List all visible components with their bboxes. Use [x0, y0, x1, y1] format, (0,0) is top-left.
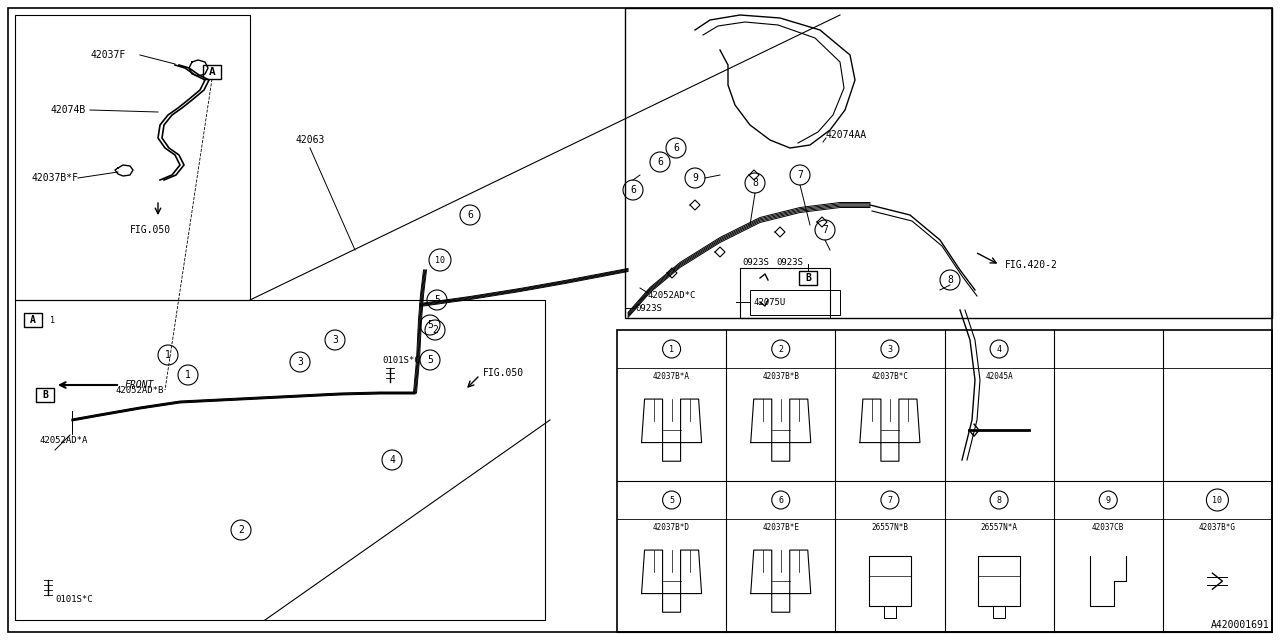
Text: 9: 9: [1106, 495, 1111, 504]
Text: 2: 2: [433, 325, 438, 335]
Text: 42037B*E: 42037B*E: [763, 523, 799, 532]
Text: 2: 2: [238, 525, 244, 535]
Text: 42074B: 42074B: [50, 105, 86, 115]
Text: 42037B*C: 42037B*C: [872, 372, 909, 381]
Text: 42037F: 42037F: [91, 50, 125, 60]
Text: 0923S: 0923S: [742, 257, 769, 266]
Text: 8: 8: [997, 495, 1001, 504]
Bar: [204, 65, 221, 79]
Text: 4: 4: [389, 455, 396, 465]
Text: FIG.420-2: FIG.420-2: [1005, 260, 1057, 270]
Text: 7: 7: [822, 225, 828, 235]
Text: 8: 8: [753, 178, 758, 188]
Bar: [625, 8, 1272, 318]
Text: 5: 5: [669, 495, 675, 504]
Bar: [740, 268, 829, 318]
Bar: [993, 606, 1005, 618]
Text: 42052AD*A: 42052AD*A: [40, 435, 88, 445]
Text: 1: 1: [165, 350, 172, 360]
Text: 7: 7: [797, 170, 803, 180]
Text: 6: 6: [673, 143, 678, 153]
Text: 42075U: 42075U: [753, 298, 785, 307]
Text: 4: 4: [997, 344, 1001, 353]
Text: FIG.050: FIG.050: [129, 225, 170, 235]
Text: 0923S: 0923S: [635, 303, 662, 312]
Text: 1: 1: [186, 370, 191, 380]
Text: 42037B*A: 42037B*A: [653, 372, 690, 381]
Text: B: B: [42, 390, 47, 400]
Text: 42037B*F: 42037B*F: [32, 173, 78, 183]
Text: 42037B*G: 42037B*G: [1199, 523, 1236, 532]
Bar: [24, 313, 42, 327]
Text: 3: 3: [887, 344, 892, 353]
Text: 2: 2: [778, 344, 783, 353]
Text: 1: 1: [50, 316, 55, 324]
Text: A420001691: A420001691: [1211, 620, 1270, 630]
Text: 0101S*C: 0101S*C: [55, 595, 92, 605]
Text: 42063: 42063: [296, 135, 325, 145]
Text: 42037CB: 42037CB: [1092, 523, 1124, 532]
Text: 6: 6: [467, 210, 472, 220]
Bar: [978, 556, 1020, 606]
Text: 42045A: 42045A: [986, 372, 1012, 381]
Text: 6: 6: [630, 185, 636, 195]
Text: B: B: [805, 273, 812, 283]
Bar: [15, 15, 250, 300]
Bar: [869, 556, 911, 606]
Text: 6: 6: [778, 495, 783, 504]
Text: 5: 5: [428, 320, 433, 330]
Text: 10: 10: [435, 255, 445, 264]
Text: A: A: [209, 67, 215, 77]
Text: 0101S*C: 0101S*C: [381, 355, 420, 365]
Text: 26557N*B: 26557N*B: [872, 523, 909, 532]
Bar: [750, 290, 840, 315]
Bar: [883, 606, 896, 618]
Text: FIG.050: FIG.050: [483, 368, 524, 378]
Text: 10: 10: [1212, 495, 1222, 504]
Bar: [617, 330, 1272, 632]
Text: 7: 7: [887, 495, 892, 504]
Bar: [36, 388, 54, 402]
Text: 42052AD*B: 42052AD*B: [115, 385, 164, 394]
Text: 3: 3: [332, 335, 338, 345]
Text: FRONT: FRONT: [125, 380, 155, 390]
Text: A: A: [29, 315, 36, 325]
Text: 5: 5: [428, 355, 433, 365]
Text: 5: 5: [434, 295, 440, 305]
Text: 8: 8: [947, 275, 952, 285]
Text: 3: 3: [297, 357, 303, 367]
Text: 42037B*D: 42037B*D: [653, 523, 690, 532]
Bar: [799, 271, 817, 285]
Text: 42037B*B: 42037B*B: [763, 372, 799, 381]
Text: 26557N*A: 26557N*A: [980, 523, 1018, 532]
Text: 9: 9: [692, 173, 698, 183]
Text: 6: 6: [657, 157, 663, 167]
Text: 1: 1: [669, 344, 675, 353]
Text: 0923S: 0923S: [777, 257, 804, 266]
Text: 42074AA: 42074AA: [826, 130, 867, 140]
Text: 42052AD*C: 42052AD*C: [648, 291, 696, 300]
